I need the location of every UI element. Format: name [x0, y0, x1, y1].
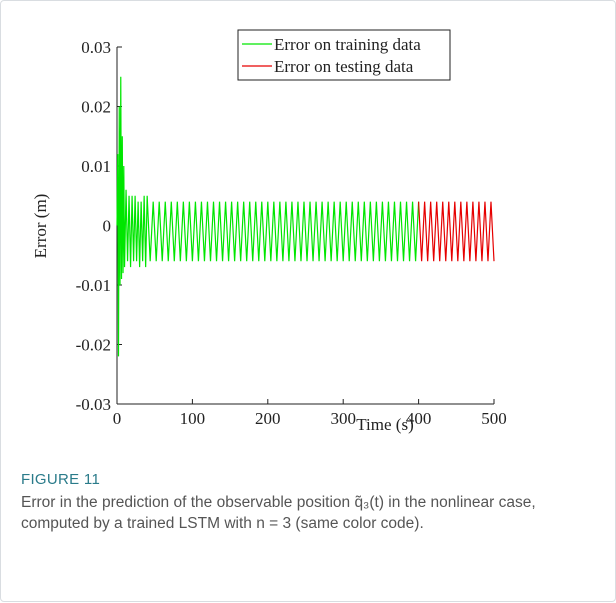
x-tick-label: 300 — [330, 409, 356, 428]
chart: Time (s) Error (m) -0.03 -0.02 -0.01 0 0.01 0… — [31, 29, 507, 434]
figure-label: FIGURE 11 — [21, 471, 101, 488]
y-tick-label: 0 — [103, 217, 112, 236]
x-tick-label: 400 — [406, 409, 432, 428]
y-tick-label: 0.02 — [81, 98, 111, 117]
y-tick-label: 0.03 — [81, 38, 111, 57]
y-tick-label: -0.02 — [76, 336, 111, 355]
y-axis-label: Error (m) — [31, 194, 50, 259]
x-tick-label: 100 — [180, 409, 206, 428]
series-line — [116, 76, 420, 357]
x-tick-label: 200 — [255, 409, 281, 428]
series-line — [418, 201, 495, 262]
x-tick-label: 500 — [481, 409, 507, 428]
x-axis-label: Time (s) — [356, 415, 413, 434]
y-tick-label: -0.01 — [76, 276, 111, 295]
y-tick-label: 0.01 — [81, 157, 111, 176]
legend-box — [237, 29, 451, 81]
x-tick-label: 0 — [113, 409, 122, 428]
legend-label: Error on training data — [274, 35, 421, 54]
legend-label: Error on testing data — [274, 57, 414, 76]
y-tick-label: -0.03 — [76, 395, 111, 414]
figure-caption: Error in the prediction of the observabl… — [21, 494, 536, 532]
